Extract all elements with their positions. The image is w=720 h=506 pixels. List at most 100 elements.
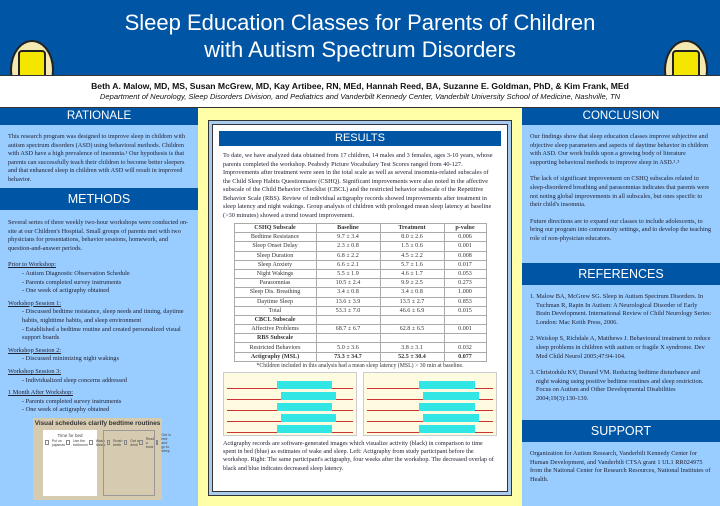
table-header: p-value <box>443 222 487 234</box>
table-row: Parasomnias 10.5 ± 2.4 9.9 ± 2.5 0.273 <box>233 278 487 289</box>
step-label: Brush teeth <box>113 438 123 447</box>
table-cell: Sleep Onset Delay <box>233 241 317 252</box>
conclusion-paragraph: The lack of significant improvement on C… <box>530 175 710 209</box>
table-row: Affective Problems 68.7 ± 6.7 62.8 ± 6.5 0.… <box>233 324 487 335</box>
section-item: - Parents completed survey instruments <box>22 397 122 405</box>
table-row: Daytime Sleep 13.6 ± 3.9 13.5 ± 2.7 0.853 <box>233 296 487 307</box>
table-cell: 0.001 <box>443 241 487 252</box>
right-column: CONCLUSION Our findings show that sleep … <box>522 108 720 506</box>
time-in-bed-bar <box>280 413 337 422</box>
table-cell: 0.077 <box>443 351 487 362</box>
reference-item: 2. Weiskop S, Richdale A, Matthews J. Be… <box>530 335 711 360</box>
table-cell: 10.5 ± 2.4 <box>315 278 381 289</box>
section-item: - Discussed minimizing night wakings <box>22 355 119 363</box>
checklist-title: Time for bed <box>57 433 83 438</box>
section-title: Prior to Workshop: <box>8 261 57 269</box>
table-row: Actigraphy (MSL) 73.3 ± 34.7 52.5 ± 30.4 0.… <box>233 351 487 362</box>
methods-section: Workshop Session 1: - Discussed bedtime r… <box>8 300 190 343</box>
table-row: Restricted Behaviors 5.0 ± 3.6 3.8 ± 3.1 0.… <box>233 342 487 353</box>
table-cell: 1.000 <box>443 287 487 298</box>
table-cell: 0.008 <box>443 250 487 261</box>
table-cell: 3.4 ± 0.8 <box>315 287 381 298</box>
time-in-bed-bar <box>419 402 475 411</box>
section-item: - One week of actigraphy obtained <box>22 287 110 295</box>
methods-heading: METHODS <box>0 188 198 210</box>
methods-section: Prior to Workshop: - Autism Diagnostic Ob… <box>8 261 190 295</box>
reference-item: 1. Malow BA, McGrew SG. Sleep in Autism … <box>530 293 712 326</box>
actigraphy-before <box>223 371 357 436</box>
table-cell: 2.3 ± 0.8 <box>315 241 381 252</box>
section-item: - Parents completed survey instruments <box>22 278 122 286</box>
methods-body: Several series of three weekly two-hour … <box>0 210 198 415</box>
visual-schedule-figure: Visual schedules clarify bedtime routine… <box>33 418 171 500</box>
table-cell: 0.001 <box>443 324 487 335</box>
time-in-bed-bar <box>276 402 333 411</box>
author-band: Beth A. Malow, MD, MS, Susan McGrew, MD,… <box>0 75 720 108</box>
time-in-bed-bar <box>276 424 333 433</box>
references-list: 1. Malow BA, McGrew SG. Sleep in Autism … <box>522 285 720 420</box>
table-cell: 0.032 <box>443 342 487 353</box>
table-row: CBCL Subscale <box>233 314 487 326</box>
table-cell: Daytime Sleep <box>233 296 317 307</box>
methods-intro: Several series of three weekly two-hour … <box>8 219 189 252</box>
section-title: 1 Month After Workshop: <box>8 389 73 397</box>
table-cell: Actigraphy (MSL) <box>233 351 317 362</box>
schedule-checklist: Time for bed Put on pajamas Use the bathr… <box>43 430 171 496</box>
step-label: Use the bathroom <box>72 438 88 447</box>
table-cell: 0.273 <box>443 278 487 289</box>
schedule-step: Put on pajamas <box>45 438 66 447</box>
schedule-step: Get in bed and go to sleep <box>155 433 172 453</box>
schedule-step: Brush teeth <box>106 438 124 447</box>
table-cell <box>315 333 381 344</box>
support-heading: SUPPORT <box>522 420 720 442</box>
table-footnote: *Children included in this analysis had … <box>256 362 464 369</box>
table-cell: CBCL Subscale <box>233 314 317 326</box>
table-cell <box>315 314 381 326</box>
table-row: Total 53.3 ± 7.0 46.6 ± 6.9 0.015 <box>233 305 487 316</box>
table-cell: 4.5 ± 2.2 <box>379 250 445 261</box>
time-in-bed-bar <box>419 380 475 389</box>
table-cell: 9.9 ± 2.5 <box>379 278 445 289</box>
time-in-bed-bar <box>419 424 475 433</box>
rationale-text: This research program was designed to im… <box>8 133 185 183</box>
table-row: Night Wakings 5.5 ± 1.9 4.6 ± 1.7 0.053 <box>233 268 487 280</box>
checkbox-icon <box>106 440 111 445</box>
rationale-heading: RATIONALE <box>0 108 198 125</box>
schedule-step: Get a drink <box>123 439 140 447</box>
table-row: Sleep Onset Delay 2.3 ± 0.8 1.5 ± 0.6 0.001 <box>233 241 487 252</box>
picture-schedule-board <box>103 430 155 496</box>
section-title: Workshop Session 3: <box>8 367 62 375</box>
methods-section: Workshop Session 2: - Discussed minimizin… <box>8 347 190 364</box>
table-cell <box>379 314 445 326</box>
table-cell: Sleep Duration <box>233 250 317 261</box>
table-cell: 3.4 ± 0.8 <box>379 287 445 298</box>
section-title: Workshop Session 2: <box>8 346 62 354</box>
table-cell: 52.5 ± 30.4 <box>379 351 445 362</box>
table-cell: Parasomnias <box>233 278 317 289</box>
conclusion-paragraph: Future directions are to expand our clas… <box>530 217 711 242</box>
table-cell: 6.6 ± 2.1 <box>315 259 381 270</box>
table-cell: 0.017 <box>443 259 487 270</box>
table-cell: 5.5 ± 1.9 <box>315 268 381 280</box>
references-heading: REFERENCES <box>522 263 720 285</box>
table-header: CSHQ Subscale <box>233 222 317 234</box>
table-row: Sleep Duration 6.8 ± 2.2 4.5 ± 2.2 0.008 <box>233 250 487 261</box>
table-cell <box>443 314 487 326</box>
time-in-bed-bar <box>423 391 479 400</box>
conclusion-text: Our findings show that sleep education c… <box>522 125 720 263</box>
step-label: Put on pajamas <box>51 438 66 447</box>
table-cell: 1.5 ± 0.6 <box>379 241 445 252</box>
table-cell: 0.006 <box>443 232 487 243</box>
table-cell: 13.6 ± 3.9 <box>315 296 381 307</box>
table-cell: 62.8 ± 6.5 <box>379 324 445 335</box>
checkbox-icon <box>45 440 49 445</box>
table-row: Sleep Anxiety 6.6 ± 2.1 5.7 ± 1.6 0.017 <box>233 259 487 270</box>
schedule-step: Read a book <box>139 436 155 449</box>
methods-section: Workshop Session 3: - Individualized slee… <box>8 368 190 385</box>
methods-section: 1 Month After Workshop: - Parents complet… <box>8 389 190 415</box>
step-label: Read a book <box>145 436 155 449</box>
section-item: - Individualized sleep concerns addresse… <box>22 376 127 384</box>
affiliation: Department of Neurology, Sleep Disorders… <box>99 92 621 101</box>
time-in-bed-bar <box>280 391 337 400</box>
checkbox-icon <box>155 440 159 445</box>
